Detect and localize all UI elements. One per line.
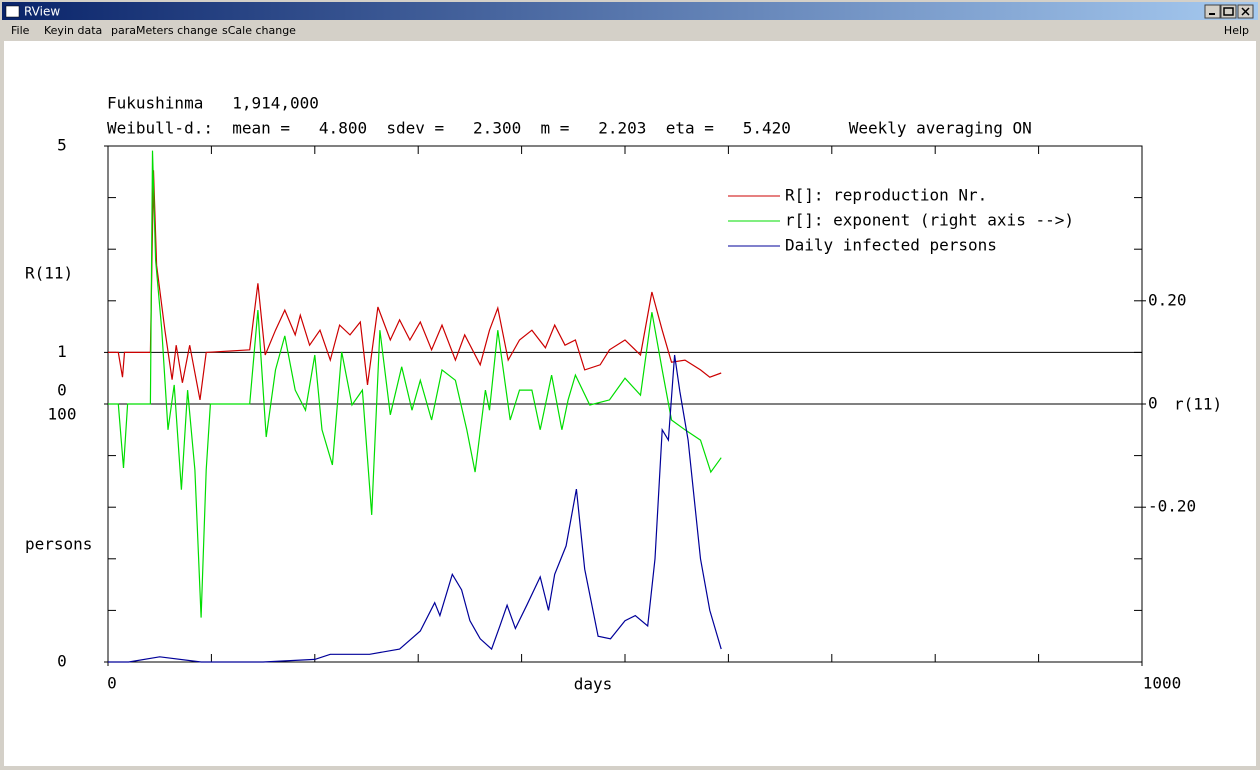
legend-label: r[]: exponent (right axis -->) [785,211,1074,230]
tick-label: 0.20 [1148,290,1187,309]
title-bar [2,2,1258,20]
menu-item[interactable]: paraMeters change [111,24,218,37]
x-tick-label: 1000 [1143,674,1182,693]
close-icon [1241,7,1250,16]
menu-item[interactable]: Help [1224,24,1249,37]
app-icon [5,5,20,18]
y3-axis-title: persons [25,535,92,554]
tick-label: 0 [57,381,67,400]
series-line [108,354,722,663]
y2-axis-title: r(11) [1174,395,1222,414]
series-line [108,170,722,401]
legend-label: R[]: reproduction Nr. [785,186,987,205]
tick-label: -0.20 [1148,497,1196,516]
legend-label: Daily infected persons [785,236,997,255]
chart-title: Fukushinma 1,914,000 [107,94,319,113]
minimize-button[interactable] [1204,4,1221,19]
tick-label: 1 [57,342,67,361]
tick-label: 100 [48,405,77,424]
window-buttons [1204,4,1254,19]
series-line [108,150,722,618]
menu-item[interactable]: Keyin data [44,24,102,37]
maximize-icon [1223,7,1234,16]
x-axis-title: days [574,675,613,694]
x-tick-label: 0 [107,674,117,693]
tick-label: 0 [57,652,67,671]
window-title: RView [24,5,60,19]
tick-label: 5 [57,136,67,155]
menu-item[interactable]: sCale change [222,24,296,37]
chart-subtitle: Weibull-d.: mean = 4.800 sdev = 2.300 m … [107,119,1032,138]
y-axis-title: R(11) [25,264,73,283]
tick-label: 0 [1148,394,1158,413]
menu-item[interactable]: File [11,24,30,37]
